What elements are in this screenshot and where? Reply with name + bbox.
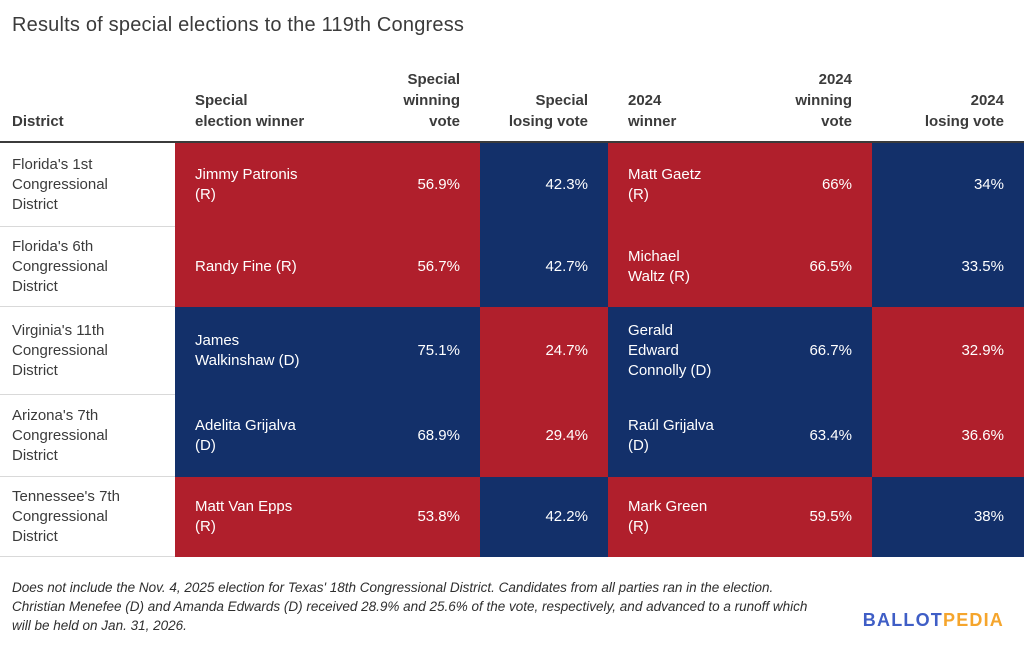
header-2024-winning-vote: 2024 winning vote	[795, 71, 852, 130]
special-winner-cell: Randy Fine (R)	[175, 227, 360, 307]
district-cell: Tennessee's 7th Congressional District	[0, 477, 175, 557]
special-winning-vote-cell: 56.7%	[360, 227, 480, 307]
special-winner-cell: Matt Van Epps (R)	[175, 477, 360, 557]
table-header-row: District Special election winner Special…	[0, 37, 1024, 143]
special-winning-vote-cell: 56.9%	[360, 143, 480, 227]
special-winning-vote-cell: 68.9%	[360, 395, 480, 477]
district-cell: Florida's 1st Congressional District	[0, 143, 175, 227]
special-winner-cell: James Walkinshaw (D)	[175, 307, 360, 395]
2024-winning-vote-cell: 66.7%	[740, 307, 872, 395]
2024-winner-cell: Mark Green (R)	[608, 477, 740, 557]
district-cell: Virginia's 11th Congressional District	[0, 307, 175, 395]
district-cell: Florida's 6th Congressional District	[0, 227, 175, 307]
ballotpedia-logo: BALLOTPEDIA	[863, 610, 1004, 631]
2024-losing-vote-cell: 38%	[872, 477, 1024, 557]
table-row: Florida's 1st Congressional District Jim…	[0, 143, 1024, 227]
2024-losing-vote-cell: 34%	[872, 143, 1024, 227]
footnote-line: Christian Menefee (D) and Amanda Edwards…	[12, 599, 808, 614]
special-losing-vote-cell: 42.7%	[480, 227, 608, 307]
table-row: Florida's 6th Congressional District Ran…	[0, 227, 1024, 307]
table-row: Arizona's 7th Congressional District Ade…	[0, 395, 1024, 477]
header-district: District	[12, 113, 64, 130]
2024-winner-cell: Gerald Edward Connolly (D)	[608, 307, 740, 395]
footnote-line: will be held on Jan. 31, 2026.	[12, 618, 187, 633]
header-special-losing-vote: Special losing vote	[508, 92, 588, 130]
2024-winning-vote-cell: 63.4%	[740, 395, 872, 477]
2024-winner-cell: Michael Waltz (R)	[608, 227, 740, 307]
header-2024-winner: 2024 winner	[628, 92, 677, 130]
2024-losing-vote-cell: 33.5%	[872, 227, 1024, 307]
district-cell: Arizona's 7th Congressional District	[0, 395, 175, 477]
2024-winner-cell: Raúl Grijalva (D)	[608, 395, 740, 477]
2024-winner-cell: Matt Gaetz (R)	[608, 143, 740, 227]
footnote: Does not include the Nov. 4, 2025 electi…	[0, 578, 1024, 635]
2024-losing-vote-cell: 36.6%	[872, 395, 1024, 477]
special-winner-cell: Jimmy Patronis (R)	[175, 143, 360, 227]
special-winner-cell: Adelita Grijalva (D)	[175, 395, 360, 477]
header-special-winning-vote: Special winning vote	[403, 71, 460, 130]
page-title: Results of special elections to the 119t…	[12, 14, 465, 36]
table-row: Tennessee's 7th Congressional District M…	[0, 477, 1024, 557]
2024-winning-vote-cell: 66.5%	[740, 227, 872, 307]
special-losing-vote-cell: 42.2%	[480, 477, 608, 557]
special-winning-vote-cell: 75.1%	[360, 307, 480, 395]
logo-pedia-text: PEDIA	[942, 610, 1004, 630]
special-losing-vote-cell: 29.4%	[480, 395, 608, 477]
special-losing-vote-cell: 42.3%	[480, 143, 608, 227]
2024-winning-vote-cell: 66%	[740, 143, 872, 227]
special-winning-vote-cell: 53.8%	[360, 477, 480, 557]
table-row: Virginia's 11th Congressional District J…	[0, 307, 1024, 395]
2024-winning-vote-cell: 59.5%	[740, 477, 872, 557]
footnote-line: Does not include the Nov. 4, 2025 electi…	[12, 580, 774, 595]
special-losing-vote-cell: 24.7%	[480, 307, 608, 395]
logo-ballot-text: BALLOT	[862, 610, 943, 630]
header-special-election-winner: Special election winner	[195, 92, 305, 130]
header-2024-losing-vote: 2024 losing vote	[924, 92, 1004, 130]
2024-losing-vote-cell: 32.9%	[872, 307, 1024, 395]
